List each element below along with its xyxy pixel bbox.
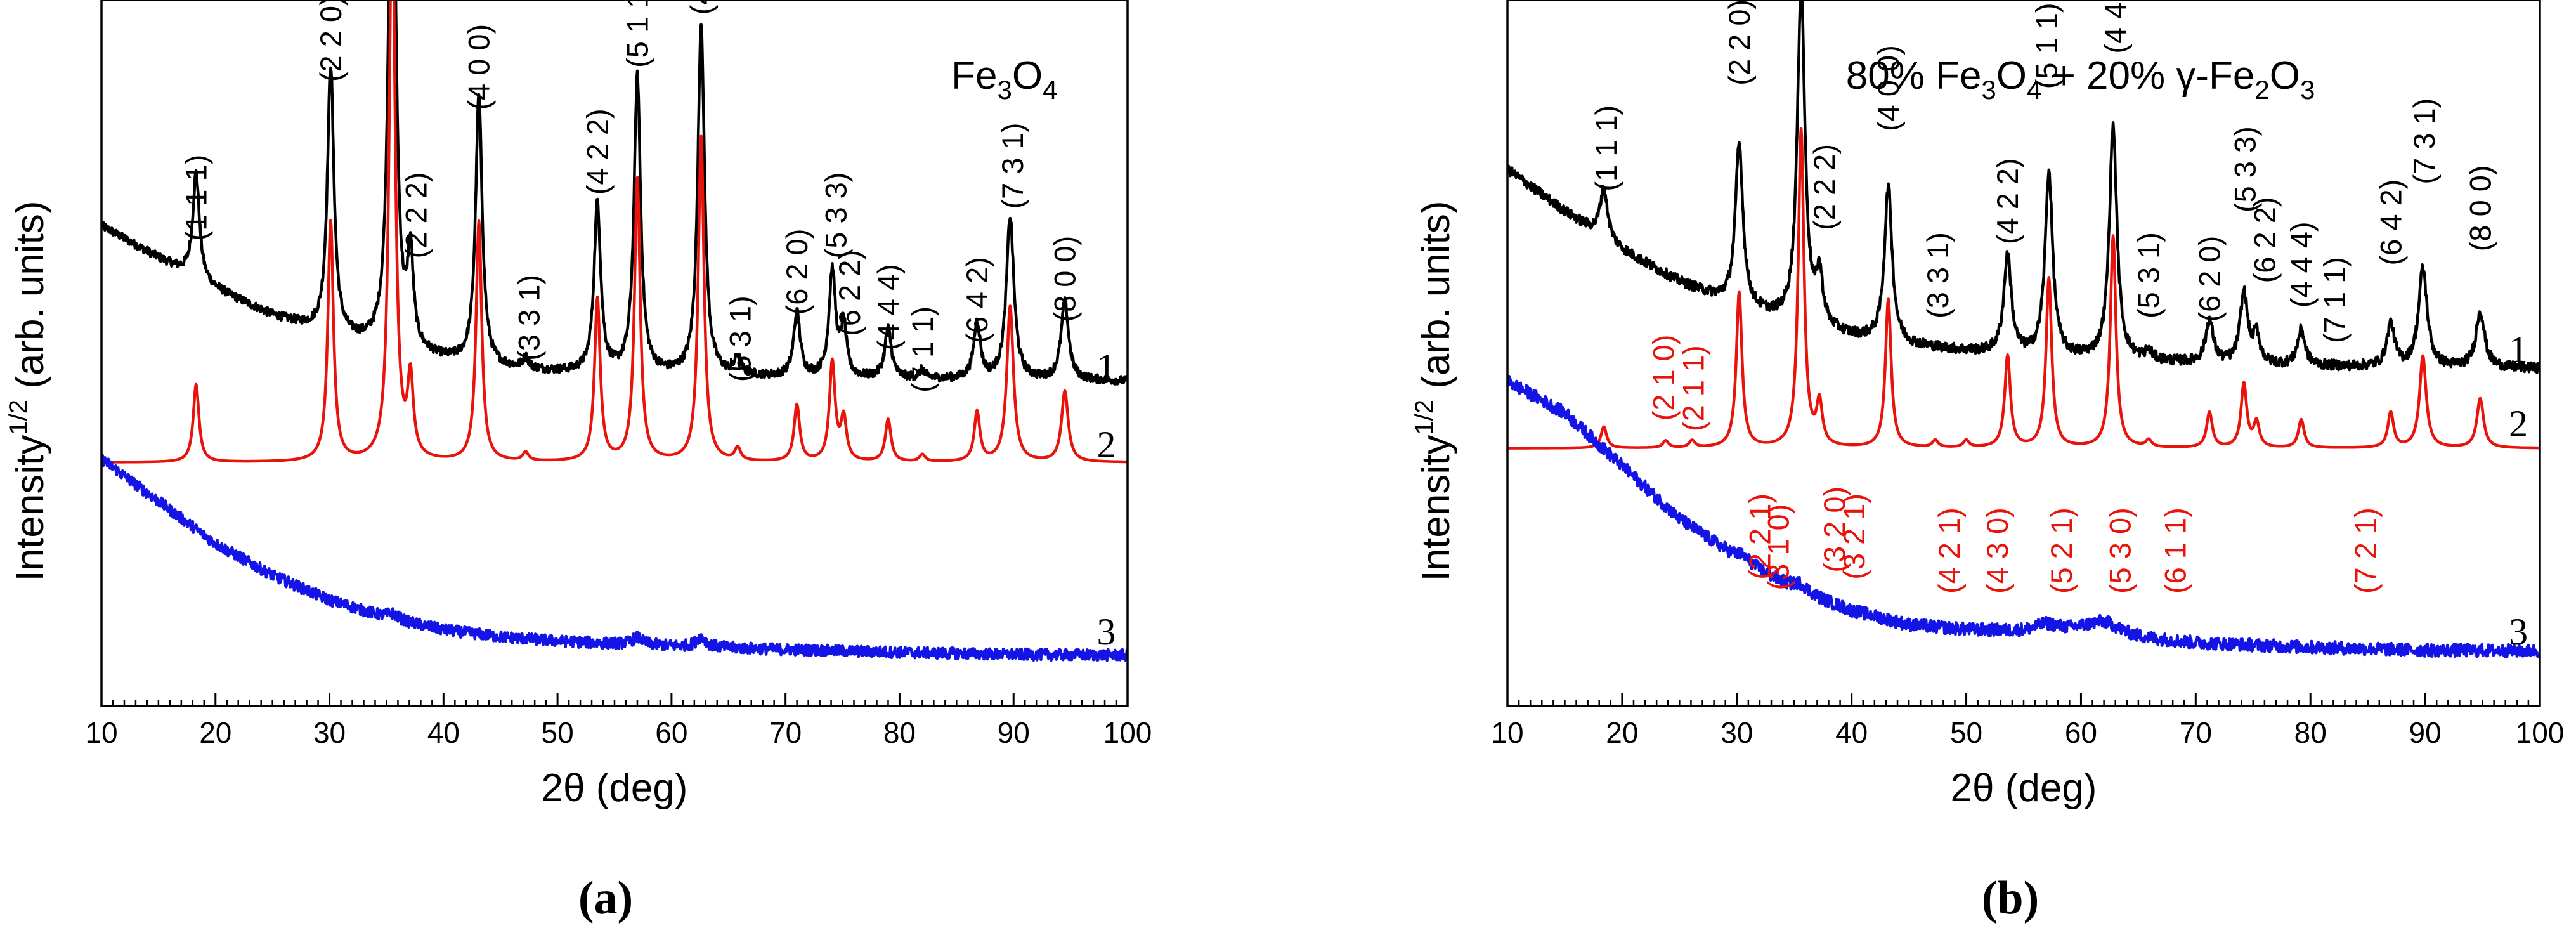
hkl-label: (2 2 2) bbox=[400, 173, 433, 259]
hkl-label: (7 2 1) bbox=[2349, 507, 2383, 594]
x-tick-label: 20 bbox=[1606, 716, 1638, 749]
hkl-label: (3 2 1) bbox=[1837, 493, 1871, 580]
series-2-line bbox=[101, 0, 1128, 464]
hkl-label: (4 2 1) bbox=[1932, 507, 1966, 594]
chart-title: 80% Fe3O4 + 20% γ-Fe2O3 bbox=[1846, 54, 2315, 105]
y-axis-label: Intensity1/2 (arb. units) bbox=[4, 200, 52, 581]
hkl-label: (5 2 1) bbox=[2045, 507, 2078, 594]
series-group bbox=[101, 0, 1128, 662]
hkl-label: (5 3 1) bbox=[723, 296, 757, 382]
series-1-line bbox=[101, 0, 1128, 386]
hkl-label: (7 1 1) bbox=[906, 306, 939, 393]
x-tick-label: 50 bbox=[542, 716, 574, 749]
hkl-label: (4 4 4) bbox=[871, 264, 905, 350]
hkl-label: (5 1 1) bbox=[620, 0, 654, 68]
hkl-label: (4 4 4) bbox=[2284, 221, 2318, 308]
hkl-label: (4 0 0) bbox=[1871, 45, 1905, 131]
x-tick-label: 40 bbox=[427, 716, 460, 749]
hkl-label: (6 2 0) bbox=[2193, 236, 2227, 322]
series-1-line bbox=[1507, 0, 2540, 374]
panel-b-label: (b) bbox=[1982, 872, 2039, 924]
hkl-label: (5 3 3) bbox=[819, 173, 852, 259]
hkl-label: (2 2 1) bbox=[1743, 493, 1776, 580]
curve-label: 3 bbox=[1096, 611, 1116, 653]
x-axis-label: 2θ (deg) bbox=[1951, 766, 2097, 810]
hkl-label: (7 3 1) bbox=[2407, 98, 2441, 185]
x-axis-label: 2θ (deg) bbox=[542, 766, 688, 810]
x-tick-label: 100 bbox=[1103, 716, 1152, 749]
hkl-label: (4 0 0) bbox=[462, 24, 496, 110]
hkl-label: (5 3 0) bbox=[2103, 507, 2137, 594]
hkl-label: (2 1 1) bbox=[1677, 345, 1710, 431]
panel-b-chart: (1 1 1)(2 2 0)(3 1 1)(2 2 2)(4 0 0)(3 3 … bbox=[1410, 0, 2564, 810]
x-tick-label: 60 bbox=[655, 716, 687, 749]
hkl-label: (4 2 2) bbox=[581, 108, 615, 195]
x-tick-label: 100 bbox=[2516, 716, 2565, 749]
hkl-label: (8 0 0) bbox=[2463, 165, 2497, 251]
series-3-line bbox=[1507, 374, 2540, 658]
hkl-label: (7 3 1) bbox=[996, 123, 1029, 209]
x-tick-label: 30 bbox=[313, 716, 346, 749]
x-tick-label: 30 bbox=[1721, 716, 1753, 749]
curve-label: 3 bbox=[2509, 611, 2528, 653]
x-tick-label: 20 bbox=[199, 716, 231, 749]
curve-label: 1 bbox=[2509, 329, 2528, 370]
hkl-label: (6 2 2) bbox=[2247, 197, 2281, 283]
hkl-label: (3 3 1) bbox=[512, 275, 546, 361]
curve-label: 2 bbox=[2509, 403, 2528, 445]
hkl-label: (5 3 1) bbox=[2132, 232, 2166, 318]
hkl-label: (4 4 0) bbox=[684, 0, 718, 15]
chart-title: Fe3O4 bbox=[951, 54, 1057, 105]
hkl-label: (3 2 0) bbox=[1818, 487, 1851, 573]
y-axis-label: Intensity1/2 (arb. units) bbox=[1410, 200, 1458, 581]
x-tick-label: 90 bbox=[998, 716, 1030, 749]
hkl-label: (5 1 1) bbox=[2030, 3, 2064, 89]
x-tick-label: 80 bbox=[883, 716, 916, 749]
x-tick-label: 50 bbox=[1950, 716, 1982, 749]
hkl-label: (4 2 2) bbox=[1991, 158, 2024, 244]
hkl-label: (8 0 0) bbox=[1048, 236, 1082, 322]
curve-label: 2 bbox=[1096, 424, 1116, 466]
panel-a-chart: (1 1 1)(2 2 0)(3 1 1)(2 2 2)(4 0 0)(3 3 … bbox=[4, 0, 1152, 810]
hkl-label: (6 1 1) bbox=[2158, 507, 2192, 594]
hkl-label: (3 1 0) bbox=[1761, 504, 1795, 591]
x-tick-label: 10 bbox=[85, 716, 117, 749]
x-tick-label: 80 bbox=[2294, 716, 2327, 749]
hkl-label: (1 1 1) bbox=[179, 155, 213, 241]
series-2-line bbox=[1507, 127, 2540, 450]
x-tick-label: 60 bbox=[2065, 716, 2097, 749]
series-group bbox=[1507, 0, 2540, 658]
x-tick-label: 70 bbox=[2180, 716, 2212, 749]
hkl-label: (6 2 0) bbox=[780, 229, 814, 315]
x-tick-label: 40 bbox=[1835, 716, 1868, 749]
hkl-label: (6 4 2) bbox=[960, 257, 994, 343]
hkl-label: (2 2 0) bbox=[1722, 0, 1756, 86]
hkl-label: (2 2 2) bbox=[1807, 144, 1841, 230]
curve-label: 1 bbox=[1096, 346, 1116, 388]
x-tick-label: 70 bbox=[769, 716, 802, 749]
x-tick-label: 90 bbox=[2409, 716, 2442, 749]
hkl-label: (7 1 1) bbox=[2318, 257, 2352, 343]
hkl-label: (6 4 2) bbox=[2374, 180, 2407, 266]
hkl-label: (2 2 0) bbox=[314, 0, 348, 82]
hkl-label: (5 3 3) bbox=[2228, 126, 2262, 212]
hkl-label: (4 3 0) bbox=[1981, 507, 2014, 594]
panel-a-label: (a) bbox=[578, 872, 633, 924]
hkl-label: (2 1 0) bbox=[1647, 335, 1681, 421]
series-3-line bbox=[101, 453, 1128, 662]
x-tick-label: 10 bbox=[1491, 716, 1523, 749]
hkl-label: (4 4 0) bbox=[2098, 0, 2132, 54]
hkl-label: (1 1 1) bbox=[1589, 105, 1623, 192]
hkl-label: (3 3 1) bbox=[1921, 232, 1955, 318]
hkl-label: (6 2 2) bbox=[833, 250, 866, 336]
